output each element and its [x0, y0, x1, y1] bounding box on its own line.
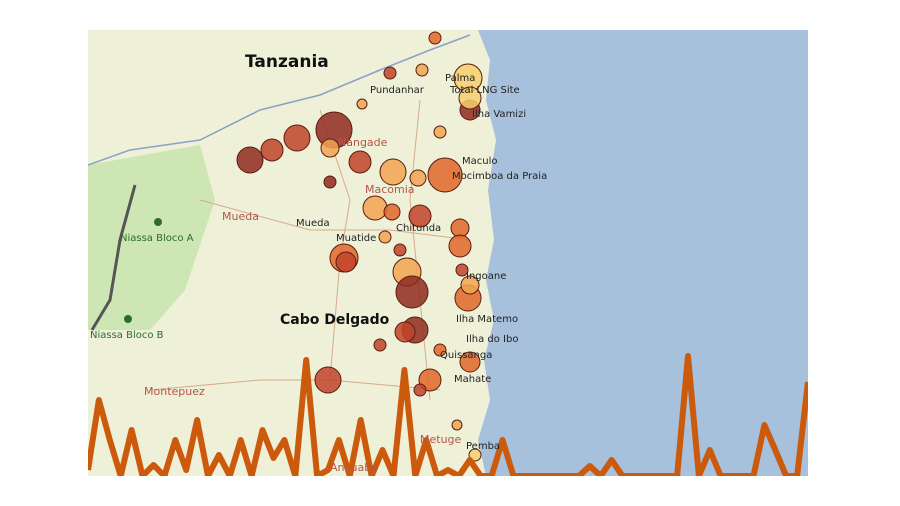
- event-marker: [373, 338, 387, 352]
- town-label: Total LNG Site: [449, 85, 520, 96]
- trend-line: [88, 353, 808, 476]
- town-label: Chitunda: [396, 223, 441, 234]
- event-marker: [393, 243, 407, 257]
- event-marker: [379, 158, 407, 186]
- town-label: Quissanga: [440, 350, 492, 361]
- event-marker: [428, 31, 442, 45]
- town-label: Ingoane: [466, 271, 506, 282]
- event-marker: [433, 343, 447, 357]
- town-label: Mueda: [296, 218, 330, 229]
- event-marker: [460, 275, 480, 295]
- event-marker: [458, 86, 482, 110]
- park-area: [88, 145, 215, 330]
- event-marker: [408, 204, 432, 228]
- event-marker: [413, 383, 427, 397]
- event-marker: [427, 157, 463, 193]
- event-marker: [236, 146, 264, 174]
- district-label: Montepuez: [144, 385, 205, 398]
- park-label: Niassa Bloco A: [120, 233, 194, 244]
- country-label: Tanzania: [245, 52, 329, 72]
- event-marker: [356, 98, 368, 110]
- district-label: Nangade: [338, 136, 388, 149]
- event-marker: [451, 419, 463, 431]
- event-marker: [450, 218, 470, 238]
- event-marker: [395, 275, 429, 309]
- park-label: Niassa Bloco B: [90, 330, 164, 341]
- border: [90, 184, 137, 331]
- town-label: Ilha do Ibo: [466, 334, 518, 345]
- event-marker: [362, 195, 388, 221]
- map-area: Tanzania Cabo Delgado Niassa Bloco A Niassa…: [88, 30, 808, 476]
- town-label: Ilha Vamizi: [472, 109, 526, 120]
- event-marker: [260, 138, 284, 162]
- event-marker: [455, 263, 469, 277]
- event-marker: [448, 234, 472, 258]
- event-marker: [323, 175, 337, 189]
- border-river: [88, 34, 471, 166]
- district-label: Ancuabe: [330, 461, 378, 474]
- park-icon: [124, 315, 132, 323]
- town-label: Mahate: [454, 374, 491, 385]
- town-label: Maculo: [462, 156, 498, 167]
- event-marker: [415, 63, 429, 77]
- town-label: Pemba: [466, 441, 500, 452]
- event-marker: [433, 125, 447, 139]
- event-marker: [409, 169, 427, 187]
- town-label: Ilha Matemo: [456, 314, 518, 325]
- event-marker: [283, 124, 311, 152]
- event-marker: [383, 203, 401, 221]
- event-marker: [383, 66, 397, 80]
- event-marker: [314, 366, 342, 394]
- event-marker: [459, 351, 481, 373]
- event-marker: [394, 321, 416, 343]
- town-label: Pundanhar: [370, 85, 425, 96]
- event-marker: [348, 150, 372, 174]
- event-marker: [320, 138, 340, 158]
- event-marker: [335, 251, 357, 273]
- district-label: Mueda: [222, 210, 259, 223]
- district-label: Metuge: [420, 433, 462, 446]
- district-label: Macomia: [365, 183, 415, 196]
- province-label: Cabo Delgado: [280, 312, 390, 328]
- event-marker: [378, 230, 392, 244]
- sea: [478, 30, 808, 476]
- roads: [149, 99, 471, 401]
- town-label: Muatide: [336, 233, 376, 244]
- park-icon: [154, 218, 162, 226]
- town-label: Palma: [445, 73, 475, 84]
- town-label: Mocimboa da Praia: [452, 171, 547, 182]
